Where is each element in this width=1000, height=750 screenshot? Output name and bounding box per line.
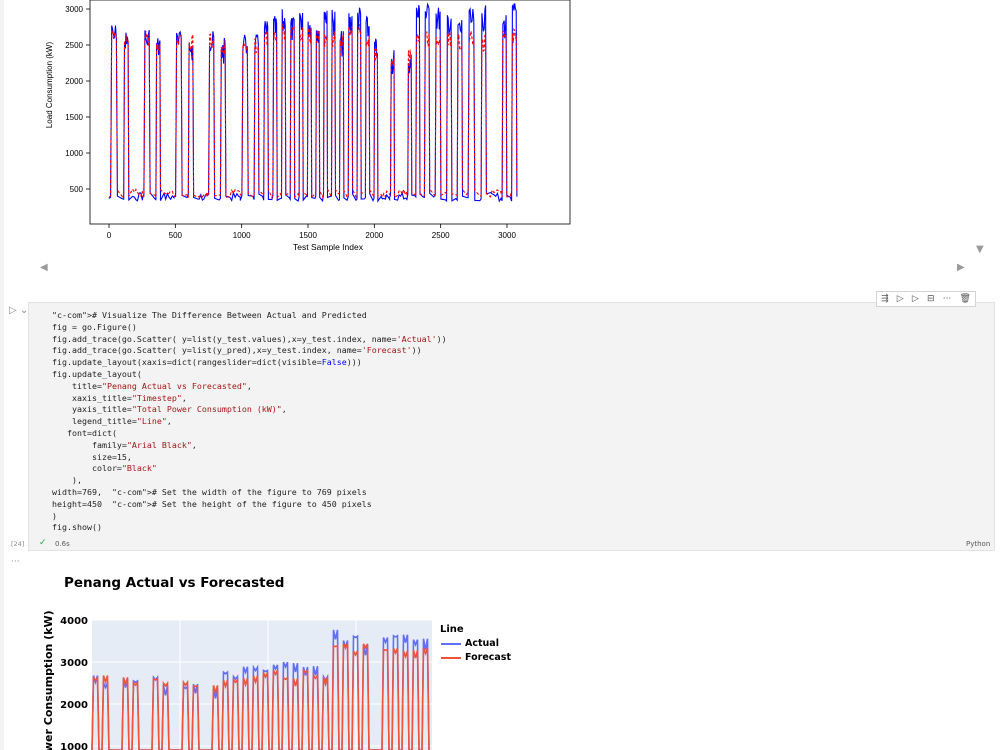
code-line: family="Arial Black", xyxy=(52,439,197,450)
plotly-y-axis: 4000 3000 2000 1000 xyxy=(60,616,88,750)
execute-below-icon[interactable]: ▷ xyxy=(911,294,919,304)
cell-language[interactable]: Python xyxy=(966,540,991,548)
code-line: fig.add_trace(go.Scatter( y=list(y_test.… xyxy=(52,333,447,344)
code-line: fig.add_trace(go.Scatter( y=list(y_pred)… xyxy=(52,345,422,356)
mpl-x-axis-label: Test Sample Index xyxy=(293,242,364,252)
mpl-series-forecast xyxy=(108,23,518,200)
code-line: color="Black" xyxy=(52,463,157,474)
mpl-x-tick-label: 1000 xyxy=(233,231,251,240)
mpl-x-tick-label: 3000 xyxy=(498,231,516,240)
cell-toolbar: ⇶ ▷ ▷ ⊟ ··· 🗑 xyxy=(876,291,976,307)
code-line: fig.update_layout(xaxis=dict(rangeslider… xyxy=(52,357,362,368)
code-line: title="Penang Actual vs Forecasted", xyxy=(52,380,252,391)
mpl-x-tick-label: 2500 xyxy=(432,231,450,240)
code-line: width=769, "c-com"># Set the width of th… xyxy=(52,486,367,497)
mpl-y-tick-label: 500 xyxy=(70,185,84,194)
mpl-x-axis: 0 500 1000 1500 2000 2500 3000 xyxy=(107,224,516,240)
plotly-y-tick-label: 2000 xyxy=(60,700,88,711)
legend-item-forecast[interactable]: Forecast xyxy=(441,652,511,663)
mpl-x-tick-label: 2000 xyxy=(365,231,383,240)
plotly-title: Penang Actual vs Forecasted xyxy=(64,575,285,591)
code-line: xaxis_title="Timestep", xyxy=(52,392,187,403)
scroll-left-arrow-icon[interactable]: ◀ xyxy=(40,262,48,273)
mpl-y-tick-label: 3000 xyxy=(65,5,83,14)
mpl-y-axis-label: Load Consumption (kW) xyxy=(45,42,54,129)
code-line: height=450 "c-com"># Set the height of t… xyxy=(52,498,372,509)
code-editor[interactable]: "c-com"># Visualize The Difference Betwe… xyxy=(52,310,447,534)
mpl-y-tick-label: 2500 xyxy=(65,41,83,50)
execute-above-icon[interactable]: ▷ xyxy=(896,294,904,304)
mpl-y-tick-label: 2000 xyxy=(65,77,83,86)
delete-cell-icon[interactable]: 🗑 xyxy=(959,294,971,304)
mpl-series-actual xyxy=(108,2,518,203)
plotly-chart: 4000 3000 2000 1000 ower Consumption (kW) xyxy=(42,610,432,750)
code-line: ) xyxy=(52,510,57,521)
legend-label-actual: Actual xyxy=(465,638,499,649)
legend-title: Line xyxy=(440,624,464,635)
execution-time: 0.6s xyxy=(55,540,70,548)
mpl-x-tick-label: 0 xyxy=(107,231,112,240)
plotly-y-tick-label: 3000 xyxy=(60,658,88,669)
more-actions-icon[interactable]: ··· xyxy=(942,294,952,304)
execution-count: [24] xyxy=(11,540,25,548)
code-line: "c-com"># Visualize The Difference Betwe… xyxy=(52,310,367,320)
code-line: yaxis_title="Total Power Consumption (kW… xyxy=(52,404,287,415)
legend-item-actual[interactable]: Actual xyxy=(441,638,499,649)
scroll-right-arrow-icon[interactable]: ▶ xyxy=(957,262,965,273)
scroll-down-arrow-icon[interactable]: ▼ xyxy=(976,244,984,255)
run-cell-button[interactable]: ▷ ⌄ xyxy=(9,305,29,316)
plotly-y-axis-label: ower Consumption (kW) xyxy=(42,610,55,750)
code-line: legend_title="Line", xyxy=(52,416,172,427)
matplotlib-output-chart: 3000 2500 2000 1500 1000 500 0 500 1000 1500 2000… xyxy=(45,0,571,252)
plotly-y-tick-label: 1000 xyxy=(60,742,88,750)
mpl-x-tick-label: 500 xyxy=(169,231,183,240)
output-menu-icon[interactable]: ··· xyxy=(11,557,20,567)
mpl-plot-area xyxy=(89,0,571,225)
code-line: fig.show() xyxy=(52,522,102,533)
plotly-y-tick-label: 4000 xyxy=(60,616,88,627)
legend-swatch-forecast xyxy=(441,656,461,659)
editor-gutter xyxy=(0,0,4,750)
legend-label-forecast: Forecast xyxy=(465,652,511,663)
split-cell-icon[interactable]: ⊟ xyxy=(926,294,935,304)
code-line: fig = go.Figure() xyxy=(52,321,137,332)
mpl-y-tick-label: 1500 xyxy=(65,113,83,122)
run-by-line-icon[interactable]: ⇶ xyxy=(881,294,889,304)
mpl-x-tick-label: 1500 xyxy=(299,231,317,240)
code-line: ), xyxy=(71,475,82,486)
mpl-y-tick-label: 1000 xyxy=(65,149,83,158)
mpl-y-axis: 3000 2500 2000 1500 1000 500 xyxy=(65,5,90,194)
success-check-icon: ✓ xyxy=(39,538,47,548)
mpl-series-group xyxy=(108,2,518,203)
legend-swatch-actual xyxy=(441,642,461,645)
code-cell[interactable] xyxy=(28,302,995,551)
code-line: font=dict( xyxy=(66,427,117,438)
code-line: size=15, xyxy=(91,451,132,462)
code-line: fig.update_layout( xyxy=(52,368,142,379)
